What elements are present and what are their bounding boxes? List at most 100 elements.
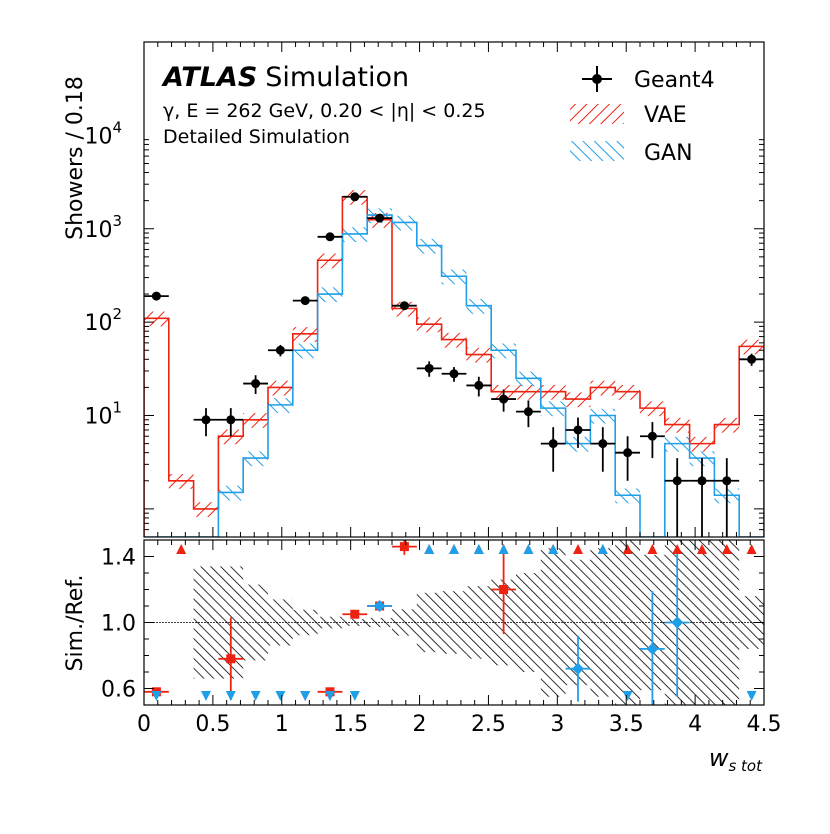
gan-ratio-arrow-down-3 xyxy=(250,691,261,701)
atlas-label-rest: Simulation xyxy=(265,62,409,93)
vae-ratio-arrow-up-14 xyxy=(746,544,757,554)
geant4-point-bin-23 xyxy=(722,476,732,486)
lower-panel-ticks: 0 0.5 1 1.5 2 2.5 3 3.5 4 4.5 0.6 1.0 1.4 xyxy=(101,539,782,737)
legend-entry-geant4: Geant4 xyxy=(582,66,715,93)
lower-y-tick-label-0: 0.6 xyxy=(101,678,136,703)
gan-ratio-point-3 xyxy=(671,616,684,629)
upper-y-tick-label-2: 103 xyxy=(84,212,122,243)
legend-gan-swatch xyxy=(570,141,624,161)
geant4-point-bin-5 xyxy=(275,345,285,355)
vae-ratio-point-5 xyxy=(399,542,409,552)
upper-y-tick-label-1: 102 xyxy=(84,305,122,336)
gan-ratio-point-2 xyxy=(646,642,659,655)
legend-vae-swatch xyxy=(570,104,624,124)
gan-step-line xyxy=(144,214,764,537)
legend: Geant4 VAE GAN xyxy=(570,66,715,166)
x-tick-label-7: 3.5 xyxy=(609,712,644,737)
gan-ratio-arrow-down-0 xyxy=(151,691,162,701)
gan-ratio-arrow-down-7 xyxy=(349,691,360,701)
gan-ratio-arrow-down-6 xyxy=(325,691,335,701)
legend-entry-gan: GAN xyxy=(570,141,693,166)
lower-y-tick-label-1: 1.0 xyxy=(101,612,136,637)
gan-ratio-arrow-down-8 xyxy=(622,691,633,701)
gan-ratio-arrow-down-9 xyxy=(746,691,757,701)
geant4-point-bin-17 xyxy=(573,425,583,435)
x-axis-label: ws tot xyxy=(709,744,763,775)
upper-panel-geant4-points xyxy=(144,192,764,537)
upper-y-axis-label: Showers / 0.18 xyxy=(63,76,88,240)
geant4-point-bin-7 xyxy=(325,232,335,242)
vae-ratio-arrow-up-11 xyxy=(672,544,683,554)
geant4-point-bin-0 xyxy=(151,291,161,301)
gan-ratio-arrow-down-5 xyxy=(300,691,311,701)
gan-ratio-arrow-up-2 xyxy=(473,544,484,554)
geant4-point-bin-8 xyxy=(350,192,360,202)
x-tick-label-6: 3 xyxy=(550,712,564,737)
upper-y-tick-label-3: 104 xyxy=(84,118,122,149)
subtitle-detailed-simulation: Detailed Simulation xyxy=(163,126,350,148)
geant4-point-bin-20 xyxy=(647,431,657,441)
legend-geant4-marker xyxy=(592,74,602,84)
geant4-point-bin-4 xyxy=(251,379,261,389)
x-tick-label-1: 0.5 xyxy=(195,712,230,737)
upper-y-tick-label-0: 101 xyxy=(84,399,122,430)
gan-ratio-arrow-down-4 xyxy=(275,691,286,701)
upper-panel-ticks: 101 102 103 104 xyxy=(84,42,765,538)
lower-y-axis-label: Sim./Ref. xyxy=(63,575,88,672)
geant4-point-bin-24 xyxy=(747,354,757,364)
geant4-point-bin-12 xyxy=(449,369,459,379)
gan-ratio-arrow-up-4 xyxy=(523,544,534,554)
geant4-point-bin-18 xyxy=(598,439,608,449)
ref-band-bin-10 xyxy=(392,609,417,636)
vae-ratio-point-6 xyxy=(499,585,509,594)
upper-panel-bands xyxy=(144,190,764,517)
gan-ratio-arrow-up-3 xyxy=(498,544,509,554)
x-tick-label-3: 1.5 xyxy=(333,712,368,737)
legend-entry-vae: VAE xyxy=(570,103,687,128)
vae-ratio-arrow-up-12 xyxy=(697,544,707,554)
upper-panel-frame xyxy=(143,41,765,538)
vae-ratio-arrow-up-7 xyxy=(573,544,583,554)
geant4-point-bin-19 xyxy=(623,448,633,458)
x-tick-label-5: 2.5 xyxy=(471,712,506,737)
legend-vae-label: VAE xyxy=(644,103,687,128)
upper-panel-step-lines xyxy=(144,195,764,537)
geant4-point-bin-16 xyxy=(548,439,558,449)
vae-ratio-arrow-up-13 xyxy=(721,544,732,554)
x-axis-label-sub: s tot xyxy=(728,757,763,775)
geant4-point-bin-3 xyxy=(226,415,236,425)
geant4-point-bin-13 xyxy=(474,380,484,390)
subtitle-particle-energy-eta: γ, E = 262 GeV, 0.20 < |η| < 0.25 xyxy=(163,100,486,122)
x-tick-label-8: 4 xyxy=(688,712,702,737)
geant4-point-bin-22 xyxy=(697,476,707,486)
gan-ratio-arrow-up-0 xyxy=(424,544,435,554)
geant4-point-bin-10 xyxy=(399,301,409,311)
vae-ratio-point-3 xyxy=(350,609,360,619)
vae-ratio-point-1 xyxy=(226,654,236,664)
gan-ratio-arrow-down-2 xyxy=(225,691,236,701)
atlas-label: ATLAS Simulation xyxy=(161,62,409,93)
x-tick-label-4: 2 xyxy=(413,712,427,737)
vae-ratio-arrow-up-9 xyxy=(622,544,633,554)
x-axis-label-main: w xyxy=(709,744,729,772)
lower-panel-ratio-points xyxy=(144,540,690,705)
gan-ratio-arrow-down-1 xyxy=(201,691,211,701)
geant4-point-bin-2 xyxy=(201,415,211,425)
geant4-point-bin-15 xyxy=(523,407,533,417)
lower-panel-ratio-arrows xyxy=(151,544,757,701)
gan-ratio-arrow-up-6 xyxy=(597,544,608,554)
gan-ratio-arrow-up-5 xyxy=(548,544,559,554)
gan-ratio-point-1 xyxy=(572,662,584,675)
geant4-point-bin-6 xyxy=(300,296,310,306)
atlas-label-bold: ATLAS xyxy=(161,62,257,93)
gan-ratio-arrow-up-1 xyxy=(449,544,459,554)
x-tick-label-0: 0 xyxy=(137,712,151,737)
legend-geant4-label: Geant4 xyxy=(634,68,715,93)
geant4-point-bin-11 xyxy=(424,363,434,373)
geant4-point-bin-9 xyxy=(375,213,385,223)
vae-step-line xyxy=(144,195,764,537)
vae-ratio-arrow-up-0 xyxy=(176,544,187,554)
vae-ratio-arrow-up-10 xyxy=(647,544,658,554)
x-tick-label-9: 4.5 xyxy=(747,712,782,737)
